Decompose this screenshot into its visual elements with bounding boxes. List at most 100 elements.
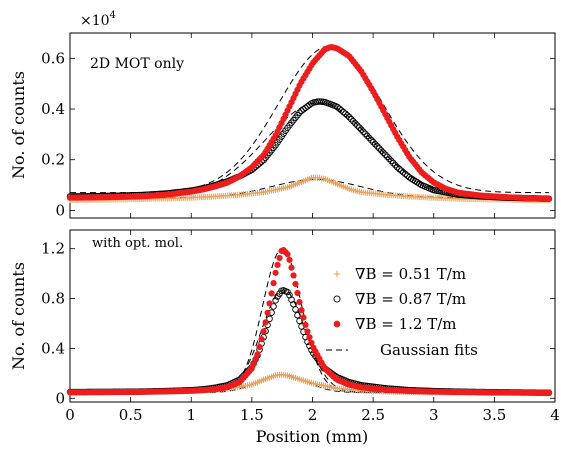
bottom-point-1.2 (258, 336, 265, 343)
top-point-0.87 (398, 167, 405, 174)
bottom-point-1.2 (276, 254, 283, 262)
x-tick-label: 3.5 (482, 406, 506, 424)
top-series-0.87 (66, 98, 553, 202)
legend-label-051: ∇B = 0.51 T/m (355, 265, 466, 283)
legend-label-087: ∇B = 0.87 T/m (355, 290, 466, 308)
bottom-y-tick-label: 0.8 (41, 290, 65, 308)
top-point-0.87 (400, 168, 407, 176)
x-tick-label: 0.5 (119, 406, 143, 424)
bottom-x-ticks: 0 0.5 1 1.5 2 2.5 3 3.5 4 (65, 230, 560, 424)
bottom-y-ticks: 0 0.4 0.8 1.2 (41, 240, 555, 407)
top-point-0.87 (316, 98, 323, 105)
top-point-0.87 (338, 107, 345, 114)
top-point-0.87 (364, 132, 371, 140)
top-point-0.87 (296, 109, 303, 116)
bottom-point-1.2 (308, 339, 315, 347)
legend-label-12: ∇B = 1.2 T/m (355, 315, 457, 333)
top-fit-curve-1.2 (70, 45, 549, 194)
bottom-point-0.87 (292, 306, 299, 313)
legend-entry-fit: Gaussian fits (326, 341, 478, 359)
legend-marker-plus (333, 270, 341, 278)
bottom-point-0.87 (284, 288, 291, 296)
top-point-0.87 (334, 103, 341, 111)
top-series-1.2 (66, 43, 553, 203)
bottom-fits (70, 248, 549, 394)
bottom-point-1.2 (288, 264, 295, 271)
panel-bottom: with opt. mol. No. of counts Position (m… (9, 229, 560, 446)
top-point-0.87 (402, 170, 409, 178)
top-annotation: 2D MOT only (90, 56, 184, 72)
top-y-tick-label: 0.4 (41, 100, 65, 118)
bottom-point-1.2 (300, 314, 307, 321)
top-y-tick-label: 0.2 (41, 151, 65, 169)
bottom-point-1.2 (266, 300, 273, 307)
top-point-0.87 (342, 110, 349, 117)
bottom-plot-frame (69, 229, 556, 403)
bottom-fit-curve-1.2 (70, 248, 549, 393)
bottom-point-1.2 (254, 351, 261, 358)
x-tick-label: 2.5 (361, 406, 385, 424)
bottom-point-0.87 (294, 311, 301, 319)
bottom-y-tick-label: 0 (55, 389, 65, 407)
top-fit-curve-0.87 (70, 102, 549, 199)
top-point-1.2 (545, 195, 553, 203)
bottom-point-1.2 (292, 280, 299, 288)
top-point-0.87 (390, 159, 397, 167)
legend: ∇B = 0.51 T/m ∇B = 0.87 T/m ∇B = 1.2 T/m… (326, 265, 478, 359)
x-tick-label: 1.5 (240, 406, 264, 424)
top-point-0.87 (358, 126, 365, 133)
top-y-tick-label: 0 (55, 201, 65, 219)
bottom-y-axis-label: No. of counts (9, 262, 28, 370)
bottom-point-0.87 (296, 317, 303, 325)
top-point-0.87 (368, 136, 375, 144)
panel-top: ×104 2D MOT only No. of counts 0 0.2 0.4 0.… (9, 10, 556, 219)
bottom-point-1.2 (545, 389, 553, 396)
bottom-point-1.2 (270, 280, 277, 287)
top-point-0.87 (370, 138, 377, 146)
top-y-tick-label: 0.6 (41, 49, 65, 67)
legend-marker-circle (333, 295, 341, 303)
bottom-point-0.87 (270, 303, 277, 310)
bottom-annotation: with opt. mol. (92, 236, 183, 251)
top-multiplier: ×104 (80, 10, 116, 29)
legend-entry-12: ∇B = 1.2 T/m (333, 315, 457, 333)
top-point-0.87 (394, 163, 401, 171)
legend-label-fit: Gaussian fits (380, 341, 478, 359)
x-tick-label: 4 (550, 406, 560, 424)
legend-entry-087: ∇B = 0.87 T/m (333, 290, 466, 308)
top-point-0.87 (384, 153, 391, 161)
bottom-point-1.2 (290, 272, 297, 279)
bottom-point-1.2 (256, 343, 263, 351)
legend-marker-circle (333, 295, 341, 303)
bottom-point-1.2 (252, 356, 259, 363)
top-point-0.87 (354, 122, 361, 129)
top-point-0.87 (392, 161, 399, 169)
top-point-0.87 (352, 120, 359, 127)
bottom-point-1.2 (264, 309, 271, 316)
top-point-0.87 (344, 112, 351, 119)
top-marks (66, 43, 553, 204)
top-point-0.87 (386, 155, 393, 163)
top-point-0.87 (388, 157, 395, 165)
bottom-point-0.87 (266, 315, 273, 323)
top-point-0.87 (374, 143, 381, 150)
top-point-0.87 (346, 113, 353, 121)
top-point-0.87 (356, 124, 363, 131)
top-point-0.87 (376, 145, 383, 152)
top-point-0.87 (372, 141, 379, 148)
legend-marker-plus (333, 270, 341, 278)
top-y-ticks: 0 0.2 0.4 0.6 (41, 49, 555, 219)
bottom-point-1.2 (304, 328, 311, 335)
bottom-point-1.2 (286, 256, 293, 263)
legend-marker-dot (333, 320, 341, 328)
bottom-point-1.2 (272, 269, 279, 276)
top-point-0.87 (318, 98, 325, 105)
top-y-axis-label: No. of counts (9, 71, 28, 179)
top-point-0.87 (396, 165, 403, 173)
bottom-point-1.2 (302, 321, 309, 329)
top-point-0.87 (382, 151, 389, 158)
top-x-ticks (69, 33, 556, 218)
bottom-point-1.2 (296, 298, 303, 306)
bottom-marks (66, 246, 553, 397)
